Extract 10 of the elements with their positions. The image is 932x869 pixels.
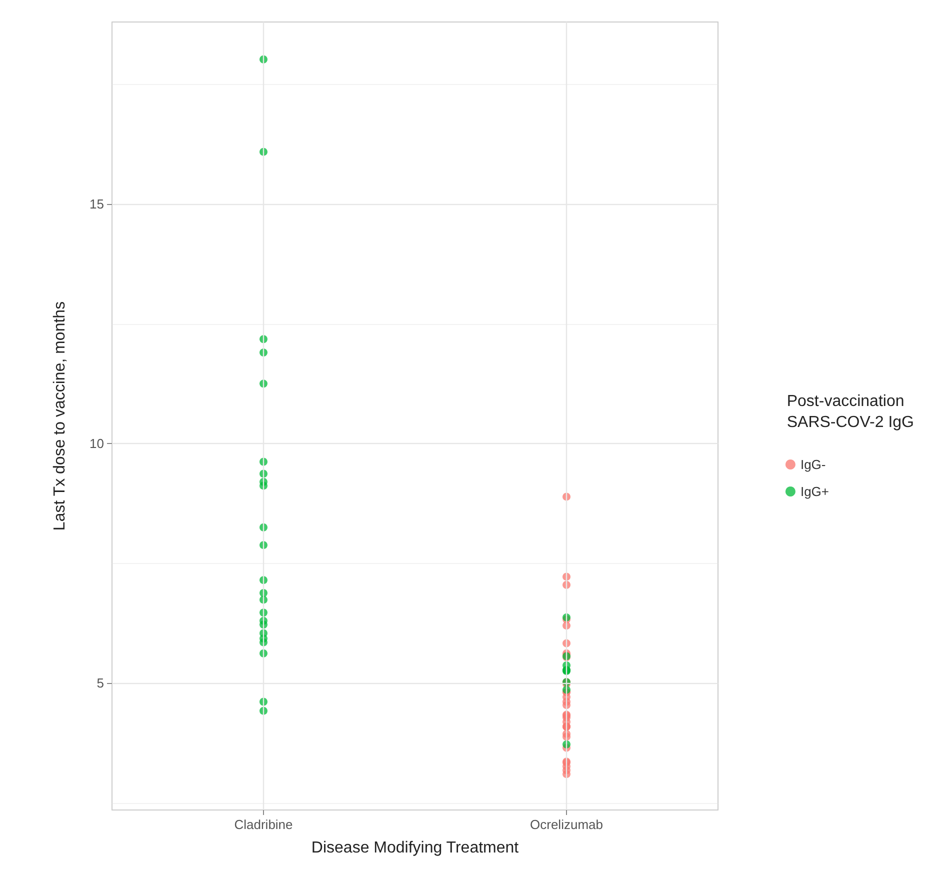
legend-label: IgG+ xyxy=(800,484,829,499)
y-tick-label: 10 xyxy=(90,436,104,452)
x-axis-title: Disease Modifying Treatment xyxy=(311,840,520,856)
x-tick-label: Cladribine xyxy=(234,817,293,832)
y-axis-title: Last Tx dose to vaccine, months xyxy=(52,301,68,531)
y-tick-label: 15 xyxy=(90,196,104,212)
y-tick-label: 5 xyxy=(96,676,104,691)
x-tick-label: Ocrelizumab xyxy=(530,817,603,832)
legend-label: IgG- xyxy=(800,457,826,472)
legend-title: Post-vaccination SARS-COV-2 IgG xyxy=(786,393,914,431)
